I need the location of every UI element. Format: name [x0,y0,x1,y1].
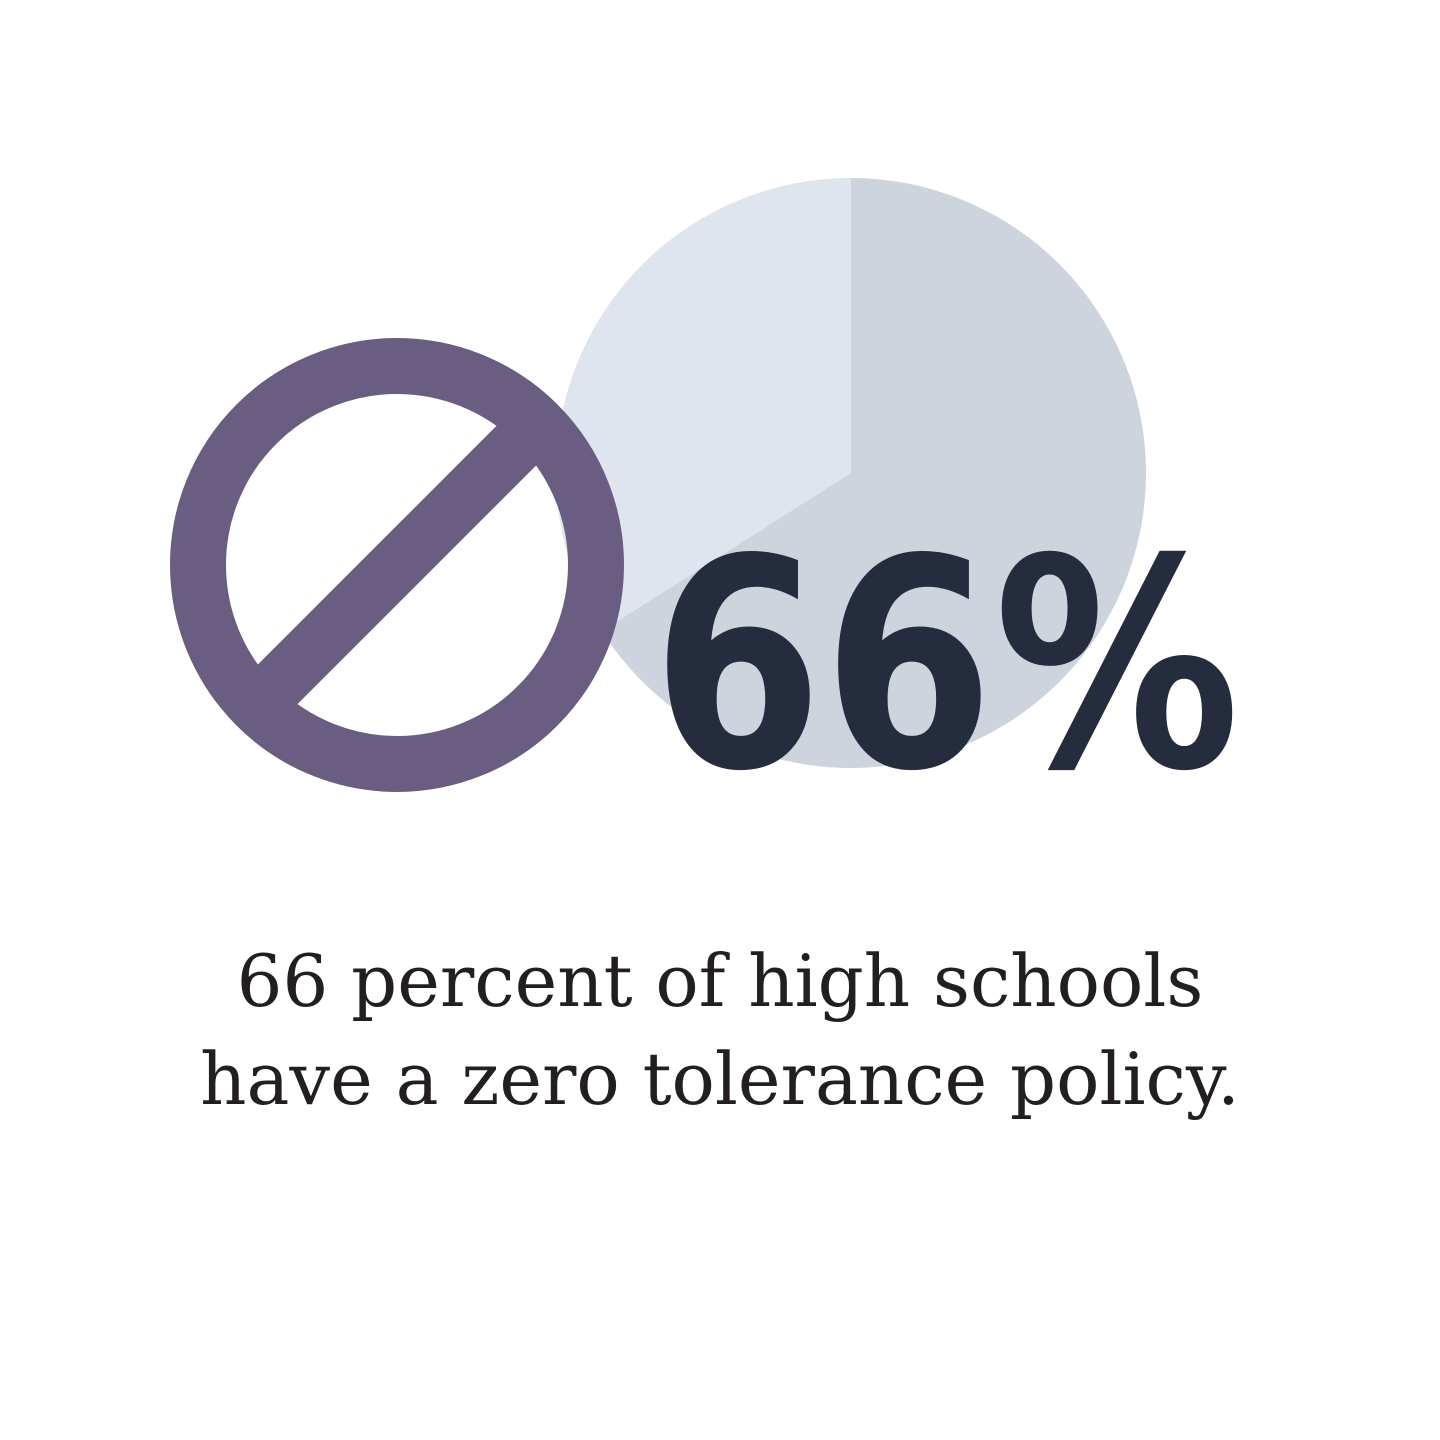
caption-line-1: 66 percent of high schools [236,939,1204,1023]
pie-slice-highlight [601,178,1146,768]
pie-slice-remainder [556,178,851,632]
caption: 66 percent of high schools have a zero t… [0,932,1440,1128]
pie-chart [556,178,1146,768]
infographic-graphic: 66% [170,178,1240,835]
percent-stat: 66% [652,498,1240,835]
prohibited-icon [170,338,624,792]
caption-line-2: have a zero tolerance policy. [200,1037,1240,1121]
